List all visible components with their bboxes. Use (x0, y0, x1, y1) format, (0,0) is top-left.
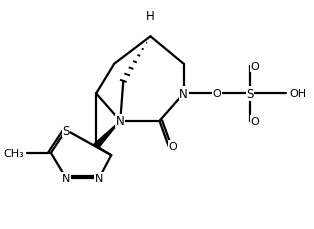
Text: S: S (62, 124, 70, 137)
Text: H: H (146, 10, 155, 23)
Text: N: N (116, 115, 125, 128)
Text: OH: OH (289, 89, 306, 99)
Text: O: O (250, 62, 259, 72)
Text: O: O (212, 89, 221, 99)
Text: O: O (169, 141, 177, 151)
Text: O: O (250, 116, 259, 126)
Text: N: N (95, 173, 103, 183)
Text: N: N (62, 173, 70, 183)
Text: N: N (179, 87, 188, 101)
Text: S: S (246, 87, 254, 101)
Text: CH₃: CH₃ (3, 148, 24, 158)
Polygon shape (94, 121, 120, 148)
